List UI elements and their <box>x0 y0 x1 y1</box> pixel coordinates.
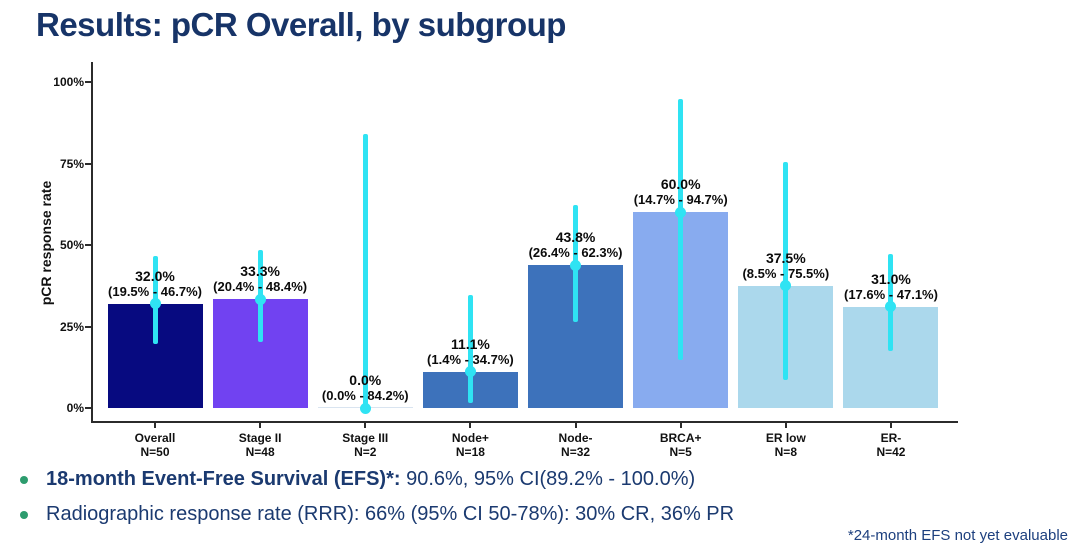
bullet-text: Radiographic response rate (RRR): 66% (9… <box>46 501 734 528</box>
x-axis-tick-mark <box>364 423 367 428</box>
value-text: 60.0% <box>660 176 701 193</box>
x-axis-label-node: Node- N=32 <box>516 431 636 459</box>
bullet-text: 18-month Event-Free Survival (EFS)*: 90.… <box>46 466 695 493</box>
x-axis-label-er-low: ER low N=8 <box>726 431 846 459</box>
y-axis-tick-mark <box>85 81 91 83</box>
value-text: 33.3% <box>240 263 280 280</box>
bar-value-label-stage-iii: 0.0% (0.0% - 84.2%) <box>255 372 475 403</box>
page-title: Results: pCR Overall, by subgroup <box>36 6 566 43</box>
group-n: N=42 <box>876 445 906 459</box>
y-axis-tick-label: 100% <box>53 75 84 89</box>
group-name: Stage III <box>342 431 389 445</box>
error-bar-node <box>467 294 473 404</box>
y-axis-tick-label: 25% <box>59 319 84 334</box>
bullet-regular-text: 90.6%, 95% CI(89.2% - 100.0%) <box>400 468 696 490</box>
bar-value-label-brca: 60.0% (14.7% - 94.7%) <box>571 176 791 207</box>
ci-text: (26.4% - 62.3%) <box>528 245 623 261</box>
ci-text: (14.7% - 94.7%) <box>633 192 728 208</box>
y-axis-tick-mark <box>85 162 91 165</box>
group-name: ER low <box>765 431 806 445</box>
group-n: N=32 <box>561 445 591 459</box>
x-axis-tick-mark <box>154 423 156 428</box>
bullet-item-1: 18-month Event-Free Survival (EFS)*: 90.… <box>12 466 1022 493</box>
point-estimate-er-low <box>780 280 792 292</box>
error-bar-brca <box>678 99 684 361</box>
value-text: 32.0% <box>135 267 175 284</box>
point-estimate-stage-ii <box>254 293 266 305</box>
x-axis-tick-mark <box>469 423 472 428</box>
group-n: N=50 <box>140 445 170 459</box>
bullet-regular-text: Radiographic response rate (RRR): 66% (9… <box>46 503 735 525</box>
x-axis-label-stage-iii: Stage III N=2 <box>305 431 425 459</box>
value-text: 11.1% <box>450 335 490 352</box>
x-axis-tick-mark <box>574 423 577 428</box>
summary-bullets: 18-month Event-Free Survival (EFS)*: 90.… <box>12 466 1022 536</box>
bullet-dot-icon <box>20 476 28 484</box>
error-bar-er-low <box>783 161 789 381</box>
group-n: N=8 <box>774 445 797 459</box>
point-estimate-stage-iii <box>359 402 371 414</box>
x-axis-tick-mark <box>784 423 787 428</box>
bullet-bold-text: 18-month Event-Free Survival (EFS)*: <box>46 468 401 490</box>
footnote: *24-month EFS not yet evaluable <box>847 527 1068 544</box>
bullet-item-2: Radiographic response rate (RRR): 66% (9… <box>12 501 1022 528</box>
bar-value-label-node: 11.1% (1.4% - 34.7%) <box>360 336 580 367</box>
x-axis-label-overall: Overall N=50 <box>95 431 215 459</box>
bar-value-label-overall: 32.0% (19.5% - 46.7%) <box>45 268 265 299</box>
group-n: N=5 <box>669 445 692 459</box>
error-bar-stage-iii <box>362 133 368 408</box>
y-axis-tick-label: 75% <box>59 156 84 171</box>
group-name: Overall <box>134 431 176 445</box>
value-text: 43.8% <box>555 229 596 246</box>
y-axis-tick-mark <box>85 325 91 328</box>
point-estimate-node <box>464 366 476 378</box>
group-n: N=2 <box>354 445 377 459</box>
ci-text: (8.5% - 75.5%) <box>742 265 830 281</box>
group-n: N=48 <box>245 445 275 459</box>
point-estimate-overall <box>149 298 161 310</box>
point-estimate-er <box>885 301 897 313</box>
bar-value-label-er: 31.0% (17.6% - 47.1%) <box>781 271 1001 302</box>
group-name: Stage II <box>238 431 282 445</box>
group-name: Node+ <box>451 431 489 445</box>
x-axis-line <box>91 421 958 423</box>
x-axis-tick-mark <box>889 423 892 428</box>
x-axis-tick-mark <box>679 423 682 428</box>
x-axis-label-er: ER- N=42 <box>831 431 951 459</box>
group-n: N=18 <box>455 445 485 459</box>
x-axis-label-brca: BRCA+ N=5 <box>621 431 741 459</box>
ci-text: (20.4% - 48.4%) <box>213 279 308 295</box>
ci-text: (17.6% - 47.1%) <box>844 286 938 302</box>
bar-value-label-er-low: 37.5% (8.5% - 75.5%) <box>676 250 896 281</box>
value-text: 0.0% <box>349 372 382 388</box>
y-axis-tick-mark <box>85 244 91 246</box>
pcr-bar-chart: pCR response rate 0% 25% 50% 75% 100% 32.0%(… <box>38 62 958 459</box>
point-estimate-node <box>570 259 582 271</box>
bar-value-label-node: 43.8% (26.4% - 62.3%) <box>466 229 686 260</box>
y-axis-tick-label: 0% <box>66 401 84 415</box>
group-name: BRCA+ <box>659 431 702 445</box>
value-text: 31.0% <box>871 270 911 287</box>
group-name: ER- <box>880 431 902 445</box>
ci-text: (0.0% - 84.2%) <box>321 388 409 403</box>
value-text: 37.5% <box>765 249 806 266</box>
x-axis-tick-mark <box>259 423 262 428</box>
ci-text: (19.5% - 46.7%) <box>108 283 202 299</box>
y-axis-line <box>91 62 93 423</box>
bar-value-label-stage-ii: 33.3% (20.4% - 48.4%) <box>150 263 370 294</box>
y-axis-tick-mark <box>85 407 91 409</box>
group-name: Node- <box>558 431 593 445</box>
x-axis-label-stage-ii: Stage II N=48 <box>200 431 320 459</box>
bullet-dot-icon <box>20 511 28 519</box>
x-axis-label-node: Node+ N=18 <box>410 431 530 459</box>
ci-text: (1.4% - 34.7%) <box>427 351 514 367</box>
point-estimate-brca <box>675 206 687 218</box>
plot-area: 32.0% (19.5% - 46.7%) Overall N=50 33.3% (20.… <box>93 63 958 459</box>
y-axis-tick-label: 50% <box>59 238 84 252</box>
